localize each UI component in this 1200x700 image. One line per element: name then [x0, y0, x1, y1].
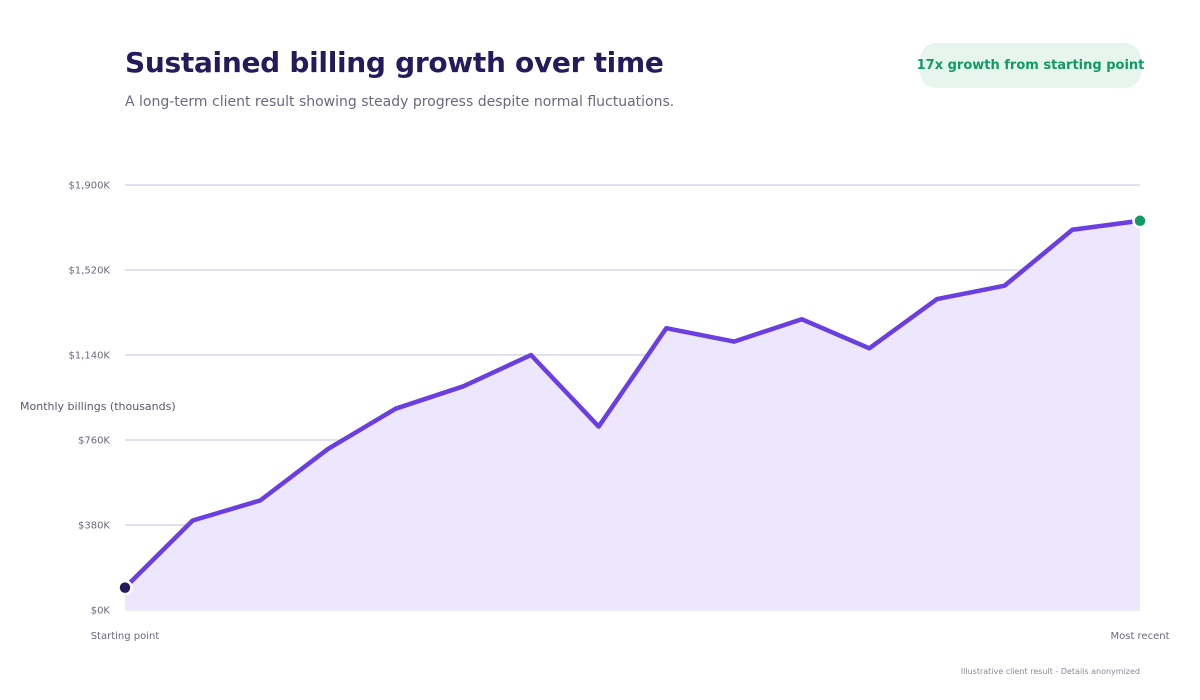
end-marker: [1132, 213, 1148, 229]
area-fill: [125, 220, 1140, 610]
series-line: [122, 218, 1143, 590]
x-label-start: Starting point: [91, 631, 160, 642]
start-marker: [117, 579, 133, 596]
y-tick-labels: $0K $380K $760K $1,140K $1,520K $1,900K: [68, 181, 110, 617]
y-tick-label: $0K: [91, 606, 111, 617]
page-title: Sustained billing growth over time: [125, 46, 664, 79]
x-label-end: Most recent: [1110, 631, 1169, 642]
growth-badge: 17x growth from starting point: [917, 43, 1144, 88]
y-tick-label: $1,140K: [68, 351, 110, 362]
y-tick-label: $1,900K: [68, 181, 110, 192]
footnote: Illustrative client result - Details ano…: [960, 667, 1140, 676]
page-subtitle: A long-term client result showing steady…: [125, 94, 675, 110]
area-fill-layer: [125, 220, 1140, 610]
y-tick-label: $760K: [78, 436, 110, 447]
y-tick-label: $380K: [78, 521, 110, 532]
markers: [117, 213, 1148, 596]
series-line-layer: [122, 218, 1143, 590]
y-axis-title: Monthly billings (thousands): [20, 400, 176, 413]
y-tick-label: $1,520K: [68, 266, 110, 277]
